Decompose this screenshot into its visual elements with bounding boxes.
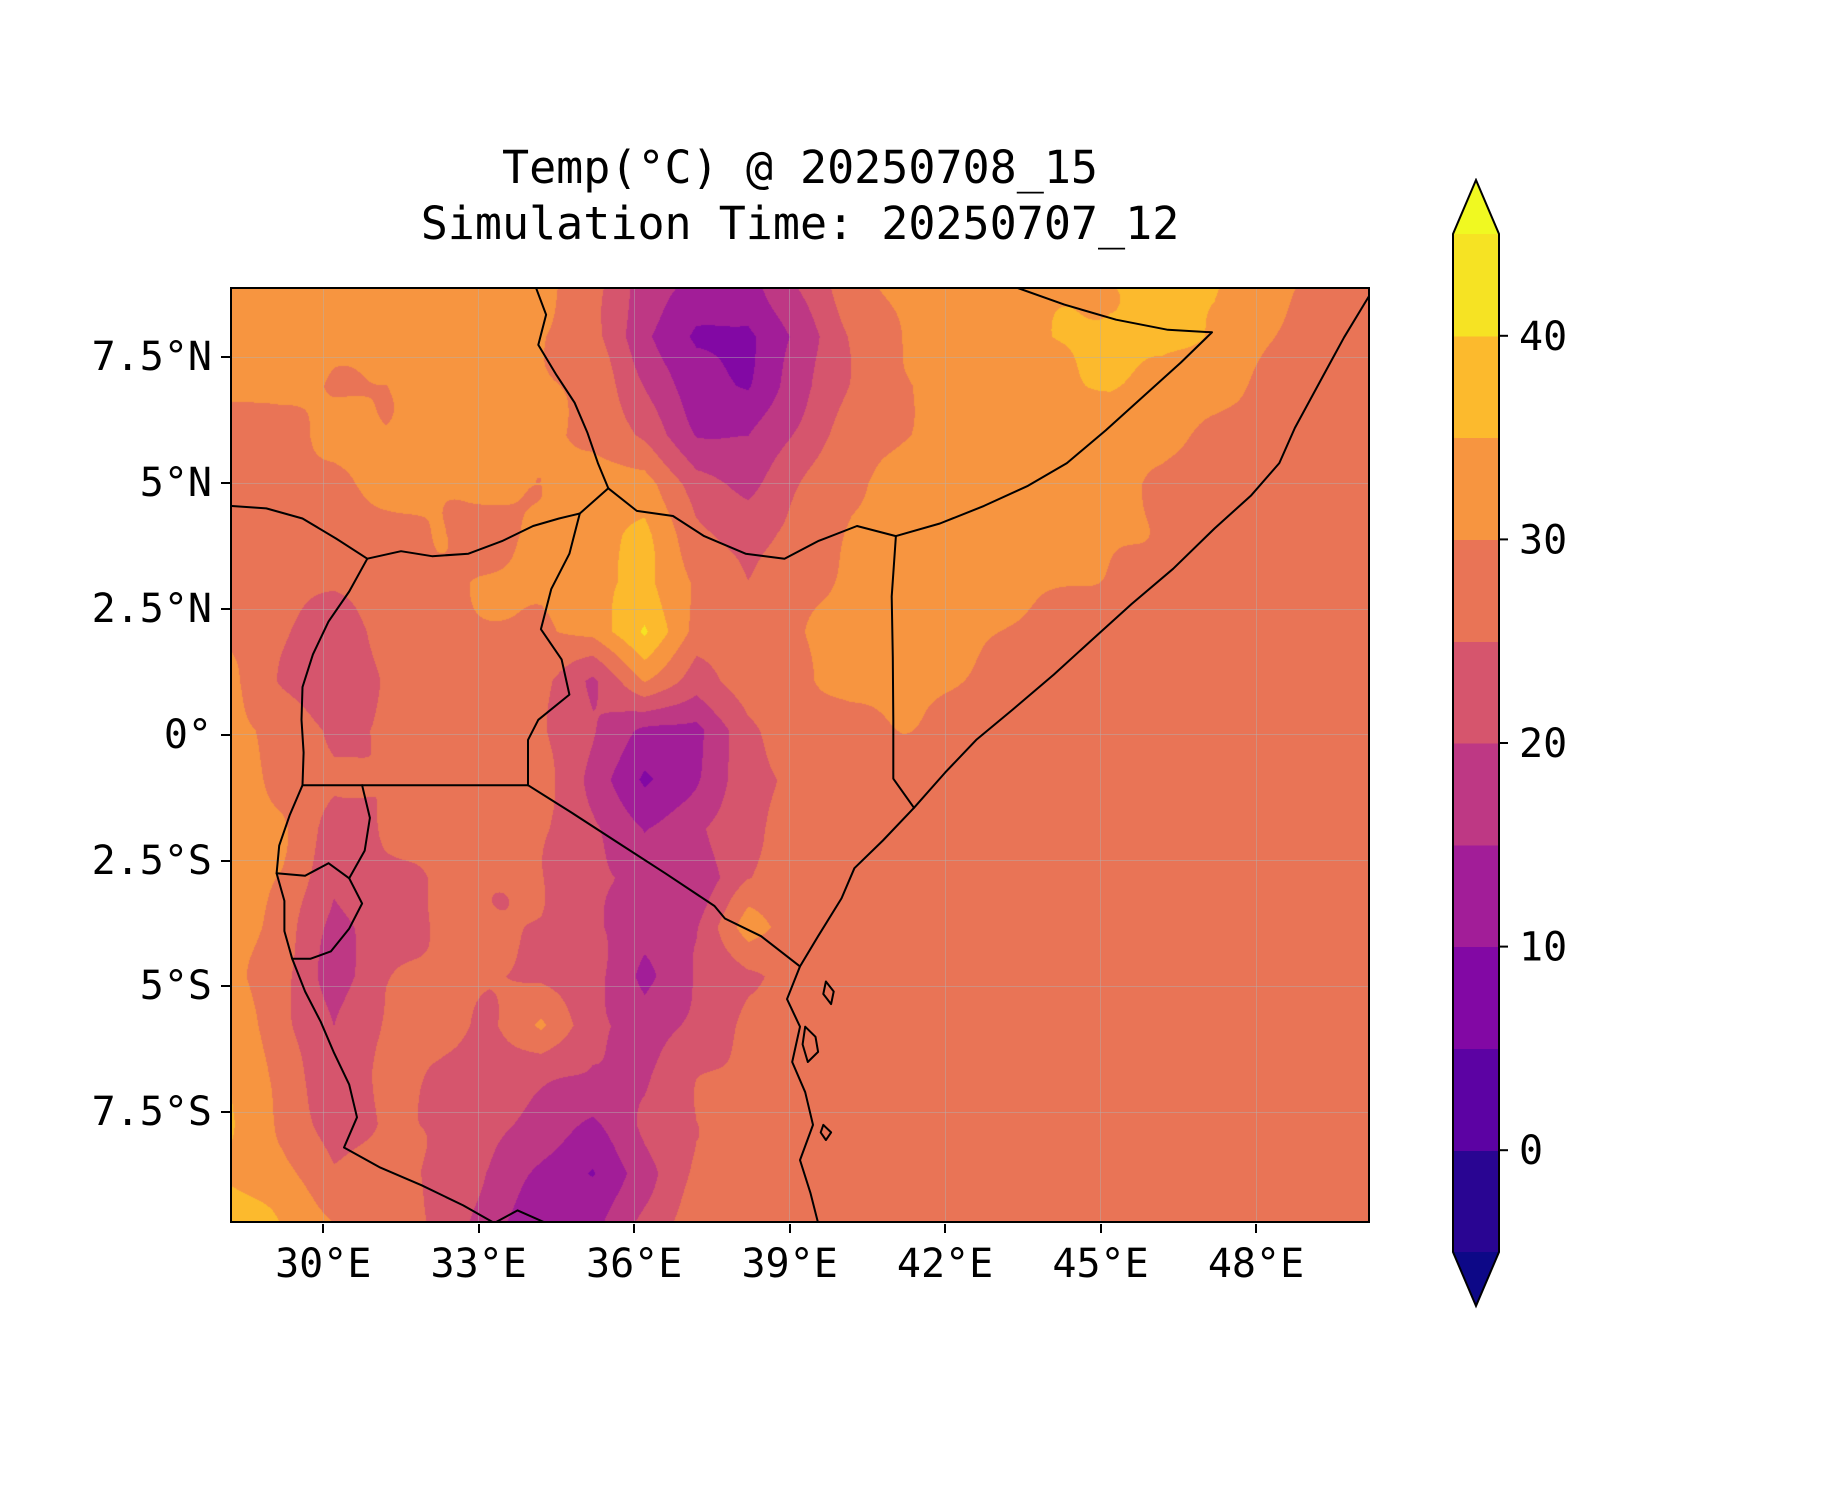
gridline-vertical	[322, 287, 324, 1223]
border-drc-rift-west	[275, 557, 496, 1223]
colorbar-band	[1453, 946, 1499, 1049]
y-tick-mark	[221, 482, 230, 485]
border-mafia-island	[819, 1123, 833, 1141]
map-plot-area	[230, 287, 1370, 1223]
x-tick-label: 39°E	[741, 1241, 838, 1287]
country-borders-overlay	[230, 287, 1370, 1223]
colorbar-band	[1453, 234, 1499, 337]
y-tick-mark	[221, 608, 230, 611]
y-tick-label: 7.5°N	[91, 334, 212, 381]
border-coastline	[786, 293, 1370, 1223]
colorbar-tick-label: 40	[1519, 314, 1567, 360]
y-tick-mark	[221, 859, 230, 862]
gridline-vertical	[1100, 287, 1102, 1223]
plot-title: Temp(°C) @ 20250708_15	[501, 141, 1099, 194]
x-tick-label: 42°E	[896, 1241, 994, 1287]
border-south-sudan-uganda-kenya	[366, 487, 610, 560]
gridline-vertical	[789, 287, 791, 1223]
border-ethiopia-south-sudan	[534, 287, 610, 490]
border-kenya-somalia	[890, 535, 915, 809]
border-rwanda-burundi	[275, 862, 351, 880]
border-ethiopia-kenya	[607, 487, 897, 560]
x-tick-label: 45°E	[1052, 1241, 1149, 1287]
colorbar-over-arrow	[1453, 180, 1499, 234]
border-zanzibar-island	[801, 1025, 820, 1063]
border-rwanda-burundi-east	[291, 784, 371, 960]
colorbar-band	[1453, 844, 1499, 948]
y-tick-label: 5°S	[139, 963, 212, 1010]
x-tick-label: 48°E	[1207, 1241, 1305, 1287]
x-tick-label: 30°E	[275, 1241, 372, 1287]
colorbar-tick-label: 20	[1519, 721, 1567, 767]
gridline-vertical	[478, 287, 480, 1223]
colorbar-under-arrow	[1453, 1252, 1499, 1306]
border-ethiopia-somalia	[894, 287, 1213, 538]
x-tick-label: 36°E	[586, 1241, 683, 1287]
temperature-heatmap	[230, 287, 1370, 1223]
colorbar-band	[1453, 641, 1499, 744]
gridline-vertical	[944, 287, 946, 1223]
gridline-horizontal	[230, 985, 1370, 987]
y-tick-mark	[221, 1111, 230, 1114]
colorbar-tick-label: 30	[1519, 517, 1567, 563]
gridline-horizontal	[230, 608, 1370, 610]
y-tick-mark	[221, 733, 230, 736]
y-tick-label: 5°N	[139, 460, 212, 507]
colorbar-band	[1453, 437, 1499, 540]
gridline-horizontal	[230, 356, 1370, 358]
border-pemba-island	[822, 980, 835, 1006]
colorbar-band	[1453, 539, 1499, 642]
colorbar-tick-label: 0	[1519, 1128, 1543, 1174]
x-tick-mark	[633, 1224, 636, 1233]
border-tanzania-malawi	[493, 1209, 548, 1223]
colorbar-tick-label: 10	[1519, 925, 1567, 971]
x-tick-mark	[1255, 1224, 1257, 1233]
gridline-horizontal	[230, 1111, 1370, 1113]
gridline-horizontal	[230, 860, 1370, 862]
border-uganda-kenya	[527, 512, 581, 787]
y-tick-label: 7.5°S	[91, 1089, 212, 1136]
colorbar-band	[1453, 335, 1499, 439]
colorbar: 40 30 20 10 0	[1452, 178, 1567, 1309]
y-tick-label: 2.5°N	[91, 586, 212, 633]
x-tick-mark	[1099, 1224, 1102, 1233]
y-tick-label: 0°	[163, 711, 212, 758]
gridline-horizontal	[230, 482, 1370, 484]
colorbar-band	[1453, 743, 1499, 846]
gridline-vertical	[1255, 287, 1257, 1223]
colorbar-band	[1453, 1150, 1499, 1253]
x-tick-mark	[944, 1224, 947, 1233]
colorbar-outline	[1452, 178, 1500, 1309]
x-tick-label: 33°E	[430, 1241, 527, 1287]
y-tick-mark	[221, 985, 230, 988]
y-tick-label: 2.5°S	[91, 837, 212, 884]
x-tick-mark	[788, 1224, 791, 1233]
plot-subtitle: Simulation Time: 20250707_12	[420, 197, 1180, 250]
gridline-vertical	[633, 287, 635, 1223]
y-tick-mark	[221, 356, 230, 359]
colorbar-band	[1453, 1048, 1499, 1151]
x-tick-mark	[477, 1224, 480, 1233]
gridline-horizontal	[230, 734, 1370, 736]
border-drc-south-sudan	[230, 504, 369, 560]
x-tick-mark	[322, 1224, 325, 1233]
border-kenya-tanzania	[527, 784, 801, 968]
